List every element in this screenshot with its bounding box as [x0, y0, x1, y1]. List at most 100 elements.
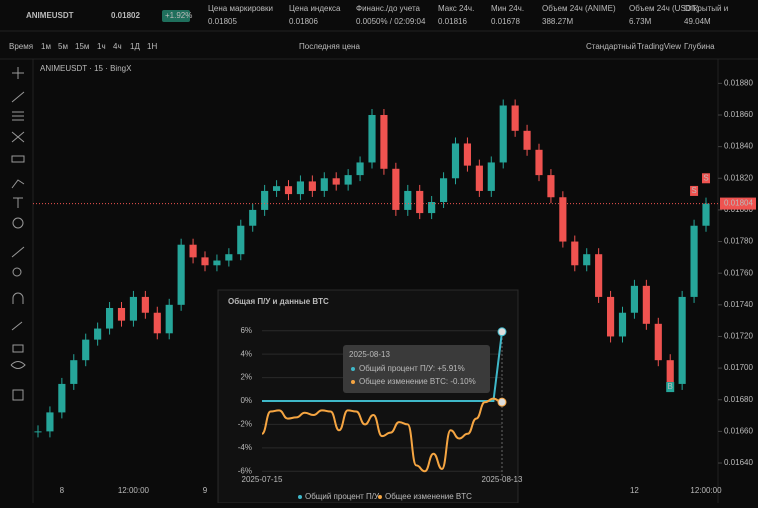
y-tick-label: 0.01760 [724, 268, 753, 277]
candle [70, 360, 78, 384]
pnl-panel [217, 289, 519, 504]
candle [225, 254, 233, 261]
stat-label: Открытый и [684, 4, 728, 13]
candle [559, 197, 567, 242]
candle [475, 165, 483, 191]
candle [189, 244, 197, 258]
candle [141, 296, 149, 313]
tool-icons[interactable] [10, 67, 26, 401]
x-tick-label: 9 [203, 486, 208, 495]
candle [58, 383, 66, 413]
last-price-tag [720, 197, 756, 210]
candle [439, 178, 448, 202]
point [497, 397, 507, 407]
candle [416, 190, 424, 214]
interval[interactable]: 4ч [113, 42, 122, 51]
stat-value: 0.01816 [438, 17, 467, 26]
interval[interactable]: 5м [58, 42, 68, 51]
candle [428, 202, 436, 214]
candle [261, 190, 269, 210]
y-tick-label: 0.01680 [724, 395, 753, 404]
y-tick-label: 0.01640 [724, 458, 753, 467]
marker-label: B [668, 382, 673, 391]
candle [117, 307, 126, 321]
candle [296, 181, 305, 195]
tooltip [343, 345, 490, 393]
stat-label: Объем 24ч (ANIME) [542, 4, 616, 13]
trade-marker [702, 173, 710, 184]
interval[interactable]: Время [9, 42, 33, 51]
stat-label: Объем 24ч (USDT) [629, 4, 699, 13]
view[interactable]: Глубина [684, 42, 715, 51]
price: 0.01802 [111, 11, 140, 20]
price-mode[interactable]: Последняя цена [299, 42, 360, 51]
y-tick-label: -4% [238, 443, 252, 452]
stat-value: 0.01678 [491, 17, 520, 26]
candle [129, 296, 138, 321]
candle [249, 209, 257, 226]
candle [666, 360, 674, 384]
view[interactable]: Стандартный [586, 42, 636, 51]
stat-value: 388.27M [542, 17, 573, 26]
tooltip-dot [351, 380, 355, 384]
candle [583, 254, 591, 266]
stat-value: 49.04M [684, 17, 711, 26]
candle [702, 203, 710, 226]
y-tick-label: 0% [240, 396, 252, 405]
last-price: 0.01804 [724, 199, 753, 208]
y-tick-label: 6% [240, 326, 252, 335]
symbol: ANIMEUSDT [26, 11, 74, 20]
panel-title: Общая П/У и данные BTC [228, 297, 329, 306]
interval[interactable]: 1ч [97, 42, 106, 51]
candle [153, 312, 161, 334]
tooltip-line: Общее изменение BTC: -0.10% [359, 377, 476, 386]
y-tick-label: -2% [238, 420, 252, 429]
candle [678, 296, 686, 384]
interval[interactable]: 1м [41, 42, 51, 51]
candle [642, 285, 650, 324]
interval[interactable]: 15м [75, 42, 89, 51]
interval[interactable]: 1Д [130, 42, 140, 51]
y-tick-label: 4% [240, 349, 252, 358]
tooltip-date: 2025-08-13 [349, 350, 390, 359]
y-tick-label: -6% [238, 466, 252, 475]
candle [511, 105, 519, 131]
tooltip-line: Общий процент П/У: +5.91% [359, 364, 465, 373]
candle [368, 114, 376, 163]
candle [177, 244, 185, 305]
view[interactable]: TradingView [637, 42, 681, 51]
candle [535, 149, 543, 176]
y-tick-label: 0.01700 [724, 363, 753, 372]
legend-label: Общий процент П/У [305, 492, 380, 501]
stat-value: 0.01805 [208, 17, 237, 26]
candle [46, 412, 54, 432]
interval[interactable]: 1Н [147, 42, 157, 51]
x-tick-label: 2025-07-15 [242, 475, 283, 484]
y-tick-label: 0.01780 [724, 237, 753, 246]
candle [690, 225, 698, 297]
marker-label: S [703, 173, 708, 182]
x-tick-label: 12 [630, 486, 639, 495]
candle [356, 162, 364, 176]
change-badge [162, 10, 190, 22]
y-tick-label: 0.01720 [724, 332, 753, 341]
candle [105, 307, 114, 329]
y-tick-label: 0.01860 [724, 110, 753, 119]
candle [630, 285, 639, 313]
series-line [262, 331, 503, 402]
x-tick-label: 12:00:00 [118, 486, 150, 495]
chart-title: ANIMEUSDT · 15 · BingX [40, 64, 132, 73]
stat-value: 6.73M [629, 17, 652, 26]
stat-value: 0.0050% / 02:09:04 [356, 17, 426, 26]
point [497, 327, 507, 337]
x-tick-label: 2025-08-13 [482, 475, 523, 484]
candle [320, 178, 328, 191]
x-tick-label: 12:00:00 [690, 486, 722, 495]
candle [165, 304, 173, 334]
candle [380, 114, 388, 169]
candle [463, 143, 472, 166]
candle [547, 175, 555, 198]
candle [82, 339, 90, 361]
candle [523, 130, 531, 150]
